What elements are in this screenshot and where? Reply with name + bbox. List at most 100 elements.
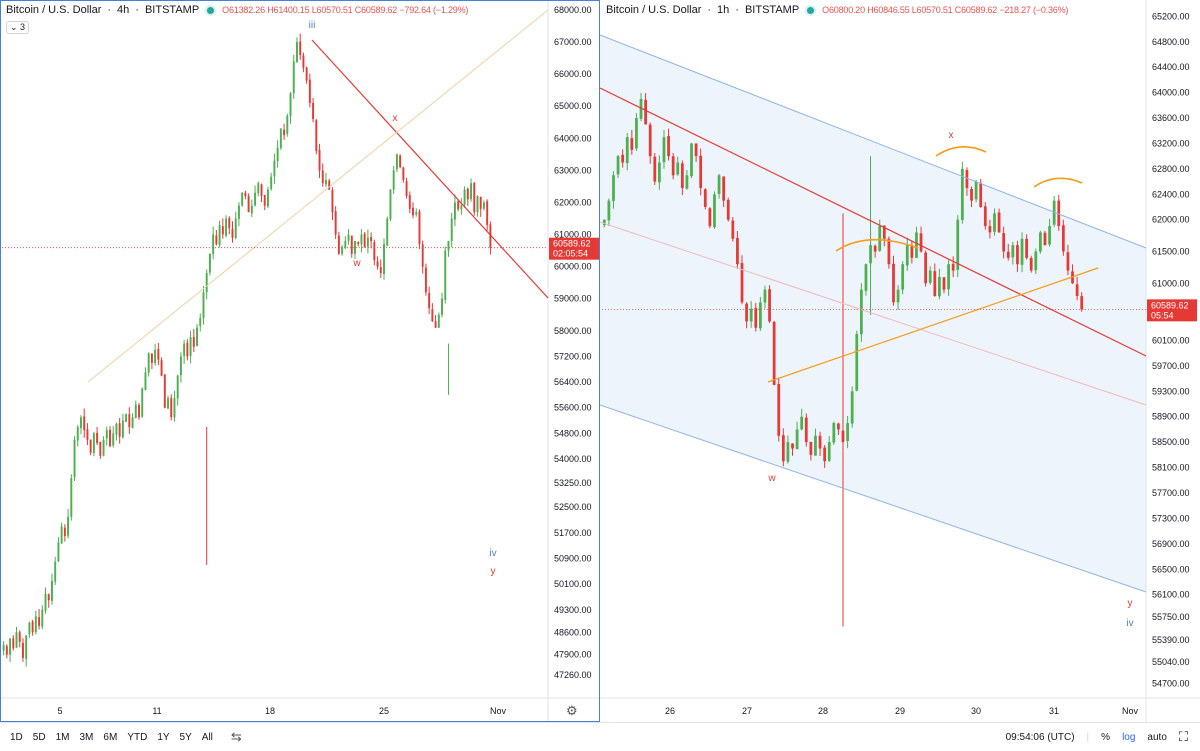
candle-body (254, 192, 257, 206)
candle-body (28, 622, 31, 635)
auto-scale-button[interactable]: auto (1147, 731, 1167, 743)
symbol-title[interactable]: Bitcoin / U.S. Dollar (606, 4, 702, 16)
candle-body (221, 226, 224, 235)
chart-1h-header: Bitcoin / U.S. Dollar · 1h · BITSTAMP O6… (606, 4, 1069, 16)
candle-body (392, 170, 395, 190)
range-button-6m[interactable]: 6M (103, 731, 118, 743)
chart-4h-svg[interactable]: 68000.00 67000.00 66000.00 65000.00 64000.00… (0, 0, 600, 722)
candle-body (997, 212, 1001, 233)
trendline-red (311, 39, 549, 299)
x-tick-label: 18 (265, 706, 275, 716)
ohlc-values: O60800.20 H60846.55 L60570.51 C60589.62 … (822, 5, 1069, 15)
fullscreen-icon[interactable]: ⛶ (1178, 729, 1188, 744)
candle-body (970, 188, 973, 201)
candle-body (395, 154, 398, 170)
candle-body (305, 67, 308, 81)
arc-annotation (1033, 177, 1083, 188)
range-button-3m[interactable]: 3M (79, 731, 94, 743)
candle-body (809, 441, 813, 455)
log-scale-button[interactable]: log (1122, 731, 1136, 743)
candle-body (974, 181, 978, 200)
candle-body (308, 79, 311, 104)
last-price-label (1147, 299, 1197, 322)
candle-body (9, 638, 12, 655)
candle-body (234, 218, 237, 239)
candle-body (470, 183, 473, 200)
range-button-all[interactable]: All (201, 731, 213, 743)
y-tick-label: 66000.00 (554, 69, 592, 79)
y-tick-label: 47900.00 (554, 650, 592, 660)
interval-label[interactable]: 1h (717, 4, 730, 16)
wave-label-x: x (393, 113, 398, 124)
y-tick-label: 58500.00 (1152, 437, 1190, 447)
candle-body (758, 302, 762, 329)
y-tick-label: 55390.00 (1152, 635, 1190, 645)
indicator-count: 3 (20, 22, 26, 32)
indicators-toggle-button[interactable]: ⌄ 3 (6, 21, 30, 34)
candle-body (347, 234, 350, 241)
exchange-label: BITSTAMP (744, 4, 800, 16)
range-button-1y[interactable]: 1Y (157, 731, 170, 743)
candle-body (818, 435, 822, 449)
candle-body (639, 98, 643, 119)
range-button-1m[interactable]: 1M (55, 731, 70, 743)
candle-body (625, 137, 629, 164)
candle-body (915, 232, 918, 258)
y-tick-label: 64400.00 (1152, 62, 1190, 72)
candle-body (882, 225, 886, 239)
candle-body (51, 580, 53, 601)
gear-icon[interactable]: ⚙ (566, 703, 578, 718)
candle-body (350, 235, 353, 254)
candle-body (1002, 233, 1006, 252)
chart-pane-1h[interactable]: 65200.00 64800.00 64400.00 64000.00 63600.00… (599, 0, 1200, 722)
candle-body (402, 167, 405, 180)
range-button-1d[interactable]: 1D (10, 731, 23, 743)
candle-body (67, 516, 70, 536)
candle-body (147, 353, 150, 373)
y-tick-label: 62400.00 (1152, 189, 1190, 199)
candle-body (722, 176, 726, 201)
date-range-icon[interactable]: ⇆ (230, 729, 242, 744)
y-tick-label: 65000.00 (554, 101, 592, 111)
candle-body (873, 245, 877, 252)
candle-body (257, 183, 260, 194)
candle-body (983, 206, 987, 227)
trendline-orange (87, 9, 549, 383)
chart-pane-4h[interactable]: 68000.00 67000.00 66000.00 65000.00 64000.00… (0, 0, 600, 722)
candle-body (699, 155, 703, 188)
wave-label-iii: iii (309, 20, 316, 31)
candle-body (289, 93, 292, 117)
y-tick-label: 56900.00 (1152, 539, 1190, 549)
candle-body (44, 593, 47, 611)
symbol-title[interactable]: Bitcoin / U.S. Dollar (6, 4, 102, 16)
percent-scale-button[interactable]: % (1101, 731, 1111, 743)
candle-body (1006, 251, 1010, 258)
range-button-5y[interactable]: 5Y (179, 731, 192, 743)
candle-body (157, 348, 160, 360)
candle-body (389, 189, 392, 219)
candle-body (47, 594, 50, 601)
y-tick-label: 63000.00 (554, 165, 592, 175)
candle-body (383, 244, 385, 274)
y-tick-label: 59000.00 (554, 294, 592, 304)
candle-body (228, 218, 231, 229)
clock-time[interactable]: 09:54:06 (UTC) (1005, 731, 1075, 743)
candle-body (12, 638, 15, 649)
range-button-ytd[interactable]: YTD (127, 731, 148, 743)
candle-body (292, 61, 295, 94)
y-tick-label: 56400.00 (554, 377, 592, 387)
candle-body (263, 195, 266, 206)
candle-body (621, 154, 625, 163)
range-button-5d[interactable]: 5D (32, 731, 46, 743)
candle-body (102, 439, 105, 456)
candle-body (772, 321, 776, 385)
interval-label[interactable]: 4h (117, 4, 130, 16)
range-buttons: 1D 5D 1M 3M 6M YTD 1Y 5Y All (10, 732, 213, 743)
chart-1h-svg[interactable]: 65200.00 64800.00 64400.00 64000.00 63600.00… (599, 0, 1200, 722)
x-tick-label: 28 (818, 706, 828, 716)
bar-countdown: 05:54 (1151, 310, 1174, 320)
candle-body (421, 244, 424, 267)
candle-body (662, 137, 666, 163)
candle-body (15, 632, 18, 648)
candle-body (286, 115, 289, 134)
